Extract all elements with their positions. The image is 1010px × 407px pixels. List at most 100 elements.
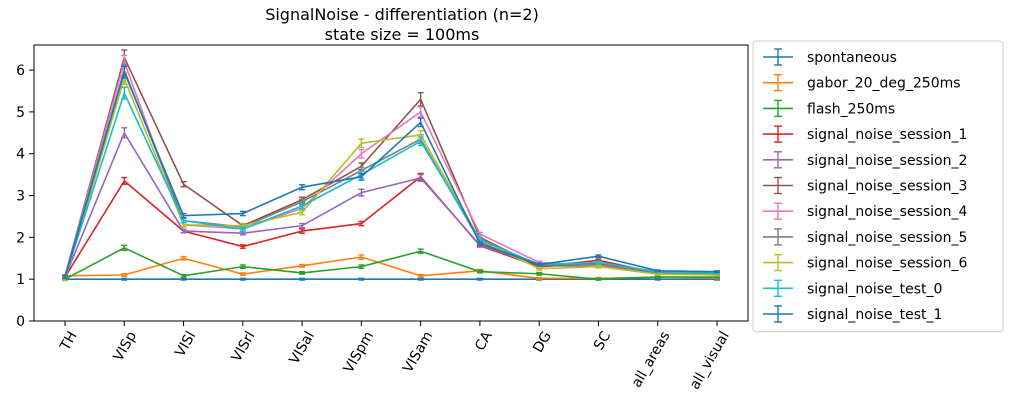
x-tick-label: all_visual [687, 329, 733, 393]
series-line [64, 69, 718, 278]
error-bar [536, 271, 543, 276]
error-bar [358, 220, 365, 227]
x-tick-label: VISp [110, 329, 140, 364]
error-bar [536, 266, 543, 271]
y-tick-label: 0 [16, 314, 25, 330]
error-bar [239, 244, 246, 249]
error-bar [121, 244, 128, 252]
error-bar [358, 172, 365, 181]
legend-label: signal_noise_session_1 [807, 127, 967, 143]
error-bar [180, 228, 187, 234]
error-bar [239, 277, 246, 281]
error-bar [62, 275, 68, 280]
error-bar [299, 209, 306, 216]
legend-label: flash_250ms [807, 101, 895, 117]
x-tick-label: SC [591, 329, 614, 353]
error-bar [595, 264, 602, 269]
error-bar [595, 260, 602, 265]
legend-item: spontaneous [763, 48, 897, 66]
plot-frame [33, 44, 749, 322]
error-bar [417, 273, 424, 278]
legend-item: signal_noise_session_2 [763, 151, 967, 169]
error-bar [595, 277, 602, 281]
y-axis: 0 1 2 3 4 5 6 [16, 63, 34, 330]
y-tick-label: 1 [16, 272, 25, 288]
error-bar [299, 222, 306, 229]
error-bar [358, 277, 365, 281]
legend-label: spontaneous [807, 50, 897, 66]
legend-item: signal_noise_session_3 [763, 176, 967, 195]
y-tick-label: 5 [16, 105, 25, 121]
y-tick-label: 2 [16, 230, 25, 246]
legend-item: signal_noise_session_5 [763, 228, 967, 246]
series-signal_noise_test_0 [62, 86, 720, 280]
error-bar [239, 272, 246, 277]
plot-marks [62, 49, 720, 282]
error-bar [299, 183, 306, 191]
series-signal_noise_session_6 [62, 71, 720, 282]
error-bar [180, 212, 187, 219]
error-bar [476, 241, 483, 247]
error-bar [358, 254, 365, 260]
legend-item: signal_noise_session_1 [763, 125, 967, 143]
legend-item: signal_noise_session_6 [763, 253, 967, 272]
error-bar [654, 272, 661, 276]
x-tick-label: DG [530, 329, 555, 356]
legend-item: gabor_20_deg_250ms [763, 73, 961, 92]
series-line [64, 90, 718, 278]
legend-label: signal_noise_session_3 [807, 179, 967, 195]
error-bar [180, 273, 187, 278]
legend-item: signal_noise_test_1 [763, 305, 942, 323]
legend: spontaneous gabor_20_deg_250ms flash_250ms… [752, 40, 1004, 333]
error-bar [417, 117, 424, 128]
error-bar [536, 262, 543, 267]
error-bar [121, 277, 128, 281]
error-bar [417, 173, 424, 183]
y-tick-label: 3 [16, 189, 25, 205]
x-tick-label: VISl [172, 329, 199, 360]
legend-item: flash_250ms [763, 99, 895, 117]
error-bar [536, 276, 543, 280]
chart-subtitle: state size = 100ms [325, 25, 480, 44]
y-tick-label: 6 [16, 63, 25, 79]
series-line [64, 67, 718, 277]
x-tick-label: VISpm [341, 329, 377, 376]
series-line [64, 246, 717, 280]
error-bar [595, 254, 602, 259]
error-bar [121, 86, 128, 100]
error-bar [121, 65, 128, 79]
x-tick-label: VISam [400, 329, 436, 376]
legend-label: signal_noise_test_0 [807, 281, 942, 297]
series-flash_250ms [62, 244, 720, 282]
series-signal_noise_test_1 [62, 65, 720, 280]
y-tick-label: 4 [16, 147, 25, 163]
error-bar [239, 264, 246, 270]
legend-label: signal_noise_session_4 [807, 204, 967, 220]
error-bar [417, 136, 424, 147]
error-bar [476, 277, 483, 281]
error-bar [358, 188, 365, 197]
error-bar [417, 248, 424, 254]
x-tick-label: CA [472, 328, 496, 353]
error-bar [714, 270, 720, 274]
error-bar [180, 217, 187, 224]
legend-label: signal_noise_session_6 [807, 256, 967, 272]
chart-title: SignalNoise - differentiation (n=2) [265, 5, 539, 24]
x-tick-label: TH [57, 329, 81, 354]
error-bar [299, 277, 306, 281]
series-line [64, 175, 718, 278]
error-bar [239, 210, 246, 217]
error-bar [358, 138, 365, 149]
x-tick-label: VISrl [229, 329, 259, 365]
error-bar [180, 277, 187, 281]
legend-label: signal_noise_test_1 [807, 307, 942, 323]
legend-label: signal_noise_session_5 [807, 230, 967, 246]
error-bar [476, 269, 483, 274]
series-line [64, 76, 718, 280]
error-bar [239, 226, 246, 232]
error-bar [417, 106, 424, 118]
error-bar [299, 270, 306, 275]
error-bar [180, 181, 187, 188]
error-bar [121, 273, 128, 277]
